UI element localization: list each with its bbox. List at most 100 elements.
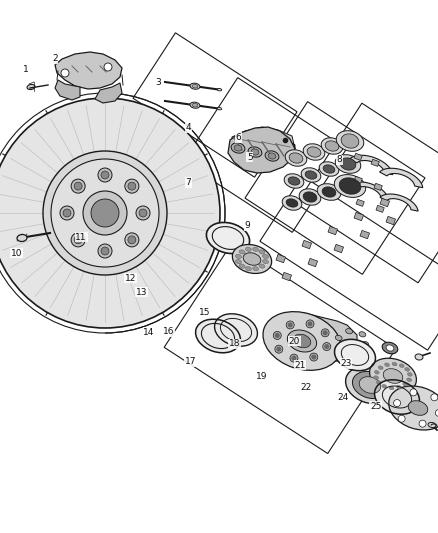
Circle shape bbox=[288, 322, 293, 327]
Polygon shape bbox=[232, 127, 295, 149]
Circle shape bbox=[139, 209, 147, 217]
Circle shape bbox=[125, 179, 139, 193]
Text: 9: 9 bbox=[244, 221, 251, 230]
Text: 25: 25 bbox=[370, 402, 381, 411]
Circle shape bbox=[290, 354, 298, 362]
Ellipse shape bbox=[340, 158, 356, 170]
Ellipse shape bbox=[338, 345, 345, 350]
Polygon shape bbox=[380, 194, 418, 211]
Circle shape bbox=[101, 171, 109, 179]
Ellipse shape bbox=[287, 330, 317, 352]
Ellipse shape bbox=[334, 175, 366, 197]
Ellipse shape bbox=[253, 247, 258, 252]
Text: 5: 5 bbox=[247, 153, 253, 161]
Ellipse shape bbox=[259, 250, 265, 254]
Ellipse shape bbox=[359, 332, 366, 337]
Polygon shape bbox=[350, 155, 393, 175]
Ellipse shape bbox=[322, 187, 336, 197]
Ellipse shape bbox=[263, 312, 341, 370]
Circle shape bbox=[410, 389, 417, 396]
Text: 2: 2 bbox=[52, 54, 57, 63]
Ellipse shape bbox=[243, 253, 261, 265]
Text: 23: 23 bbox=[340, 359, 352, 368]
Ellipse shape bbox=[231, 143, 245, 153]
Text: 24: 24 bbox=[337, 393, 349, 401]
Bar bbox=[371, 159, 379, 166]
Text: 14: 14 bbox=[143, 328, 155, 336]
Circle shape bbox=[98, 168, 112, 182]
Ellipse shape bbox=[376, 381, 381, 384]
Ellipse shape bbox=[305, 171, 317, 179]
Circle shape bbox=[435, 409, 438, 416]
Text: 13: 13 bbox=[136, 288, 147, 296]
Bar bbox=[282, 272, 292, 281]
Circle shape bbox=[128, 236, 136, 244]
Ellipse shape bbox=[190, 102, 200, 108]
Circle shape bbox=[291, 356, 297, 361]
Ellipse shape bbox=[286, 199, 298, 207]
Bar bbox=[334, 244, 343, 253]
Ellipse shape bbox=[307, 147, 321, 157]
Circle shape bbox=[286, 321, 294, 329]
Circle shape bbox=[419, 420, 426, 427]
Ellipse shape bbox=[217, 88, 222, 91]
Circle shape bbox=[71, 179, 85, 193]
Ellipse shape bbox=[299, 189, 321, 205]
Bar bbox=[360, 230, 370, 239]
Circle shape bbox=[63, 209, 71, 217]
Text: 22: 22 bbox=[300, 383, 311, 392]
Circle shape bbox=[276, 346, 281, 352]
Ellipse shape bbox=[336, 131, 364, 151]
Ellipse shape bbox=[428, 423, 436, 427]
Ellipse shape bbox=[282, 196, 302, 210]
Ellipse shape bbox=[335, 155, 361, 173]
Ellipse shape bbox=[262, 260, 268, 264]
Polygon shape bbox=[350, 182, 388, 199]
Text: 17: 17 bbox=[185, 357, 196, 366]
Bar bbox=[386, 216, 396, 225]
Ellipse shape bbox=[396, 385, 401, 389]
Circle shape bbox=[83, 191, 127, 235]
Ellipse shape bbox=[346, 366, 394, 404]
Text: 18: 18 bbox=[229, 340, 240, 348]
Ellipse shape bbox=[251, 149, 259, 155]
Ellipse shape bbox=[374, 370, 379, 374]
Ellipse shape bbox=[382, 342, 398, 354]
Ellipse shape bbox=[407, 373, 412, 376]
Text: 19: 19 bbox=[256, 373, 268, 381]
Text: 16: 16 bbox=[163, 327, 174, 336]
Ellipse shape bbox=[319, 161, 339, 176]
Circle shape bbox=[323, 343, 331, 351]
Bar bbox=[374, 183, 382, 190]
Polygon shape bbox=[55, 80, 80, 100]
Circle shape bbox=[307, 321, 313, 326]
Ellipse shape bbox=[303, 144, 325, 160]
Circle shape bbox=[273, 332, 281, 340]
Ellipse shape bbox=[370, 358, 417, 394]
Ellipse shape bbox=[285, 150, 307, 166]
Circle shape bbox=[61, 69, 69, 77]
Polygon shape bbox=[304, 313, 357, 369]
Ellipse shape bbox=[232, 245, 272, 273]
Ellipse shape bbox=[374, 376, 378, 379]
Text: 10: 10 bbox=[11, 249, 22, 257]
Ellipse shape bbox=[288, 177, 300, 185]
Ellipse shape bbox=[196, 319, 240, 353]
Ellipse shape bbox=[378, 366, 383, 369]
Ellipse shape bbox=[262, 254, 268, 259]
Ellipse shape bbox=[234, 145, 242, 151]
Ellipse shape bbox=[383, 369, 403, 383]
Ellipse shape bbox=[407, 378, 412, 382]
Ellipse shape bbox=[346, 329, 353, 334]
Ellipse shape bbox=[253, 266, 258, 271]
Ellipse shape bbox=[27, 84, 35, 90]
Bar bbox=[356, 199, 364, 206]
Circle shape bbox=[311, 354, 316, 360]
Ellipse shape bbox=[386, 345, 394, 351]
Circle shape bbox=[136, 206, 150, 220]
Ellipse shape bbox=[405, 368, 410, 371]
Ellipse shape bbox=[353, 372, 388, 399]
Ellipse shape bbox=[335, 335, 342, 341]
Text: 21: 21 bbox=[294, 361, 306, 369]
Ellipse shape bbox=[217, 108, 222, 110]
